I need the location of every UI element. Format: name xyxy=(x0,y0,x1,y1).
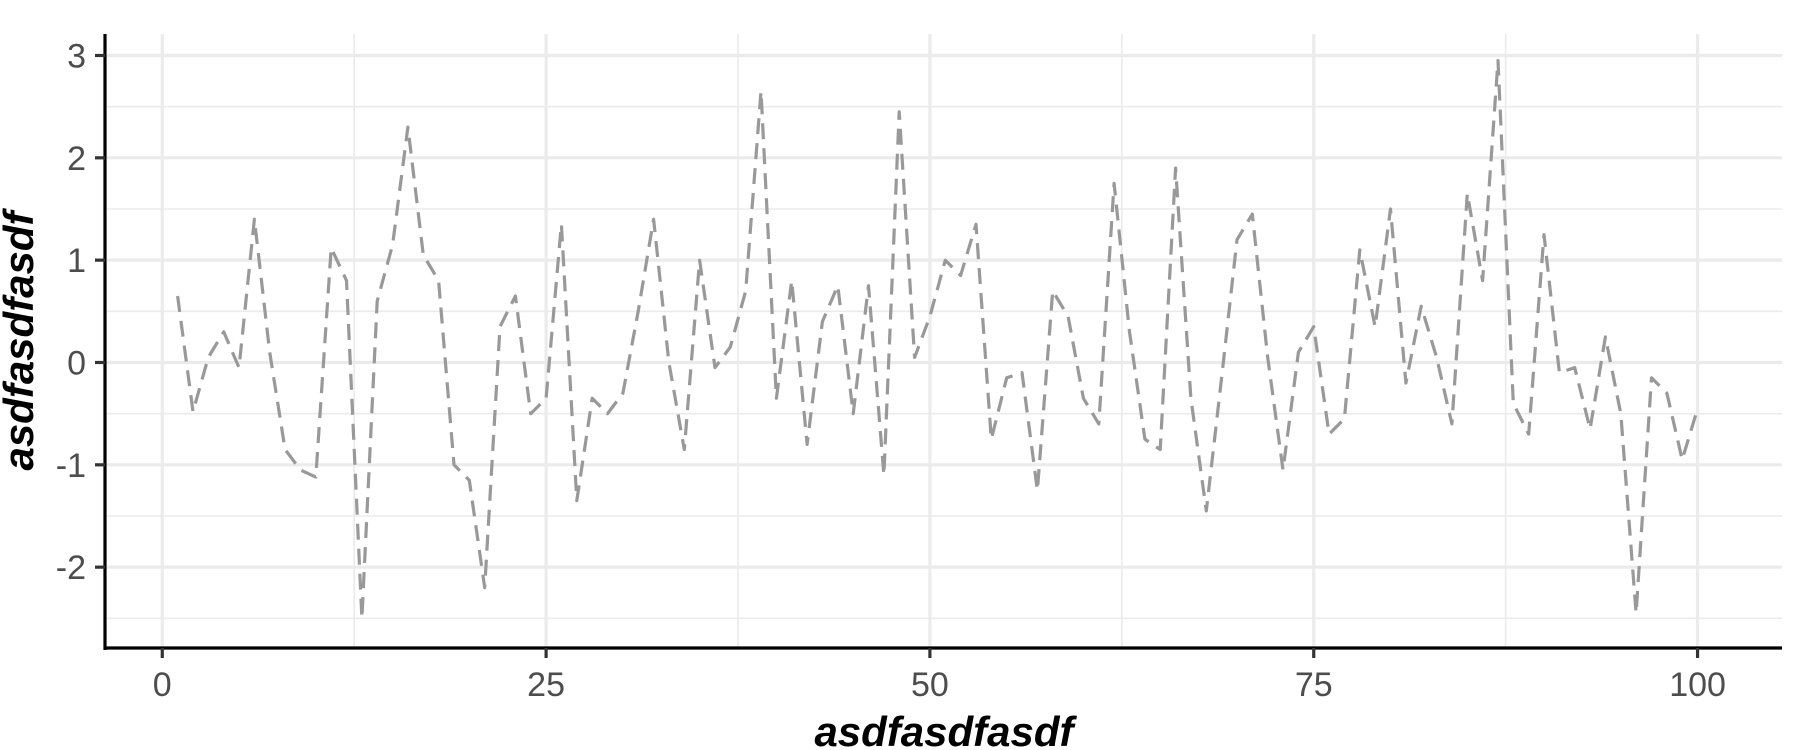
x-tick-label: 25 xyxy=(527,666,565,704)
y-axis-ticks: -2 -1 0 1 2 3 xyxy=(56,37,105,587)
x-tick-label: 100 xyxy=(1669,666,1726,704)
y-tick-label: 1 xyxy=(67,242,86,280)
y-tick-label: -1 xyxy=(56,447,86,485)
x-tick-label: 0 xyxy=(153,666,172,704)
y-tick-label: 3 xyxy=(67,37,86,75)
x-axis-title: asdfasdfasdf xyxy=(814,708,1077,750)
x-axis-ticks: 0 25 50 75 100 xyxy=(153,648,1726,704)
y-axis-title: asdfasdfasdf xyxy=(0,207,42,470)
x-tick-label: 50 xyxy=(911,666,949,704)
y-tick-label: -2 xyxy=(56,549,86,587)
series-line xyxy=(176,58,1700,620)
minor-grid xyxy=(107,34,1782,648)
y-tick-label: 2 xyxy=(67,140,86,178)
x-tick-label: 75 xyxy=(1295,666,1333,704)
series-layer xyxy=(176,58,1700,620)
y-tick-label: 0 xyxy=(67,344,86,382)
